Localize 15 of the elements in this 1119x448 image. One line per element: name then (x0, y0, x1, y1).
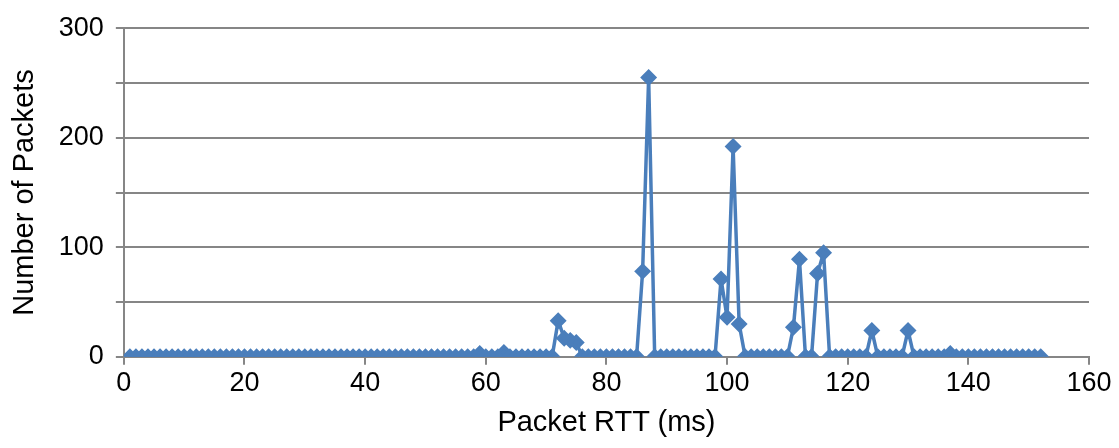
y-axis-title: Number of Packets (7, 69, 40, 316)
x-tick-label: 140 (945, 367, 991, 398)
x-tick-label: 120 (825, 367, 871, 398)
x-tick-label: 40 (350, 367, 381, 398)
x-tick-label: 160 (1066, 367, 1112, 398)
x-tick-label: 60 (470, 367, 501, 398)
x-tick-label: 100 (704, 367, 750, 398)
x-tick-label: 80 (591, 367, 622, 398)
y-tick-label: 100 (58, 230, 104, 261)
x-tick-label: 0 (116, 367, 132, 398)
x-tick-label: 20 (229, 367, 260, 398)
y-tick-label: 0 (88, 340, 104, 371)
y-tick-label: 300 (58, 11, 104, 42)
x-axis-title: Packet RTT (ms) (497, 404, 716, 437)
y-tick-label: 200 (58, 121, 104, 152)
